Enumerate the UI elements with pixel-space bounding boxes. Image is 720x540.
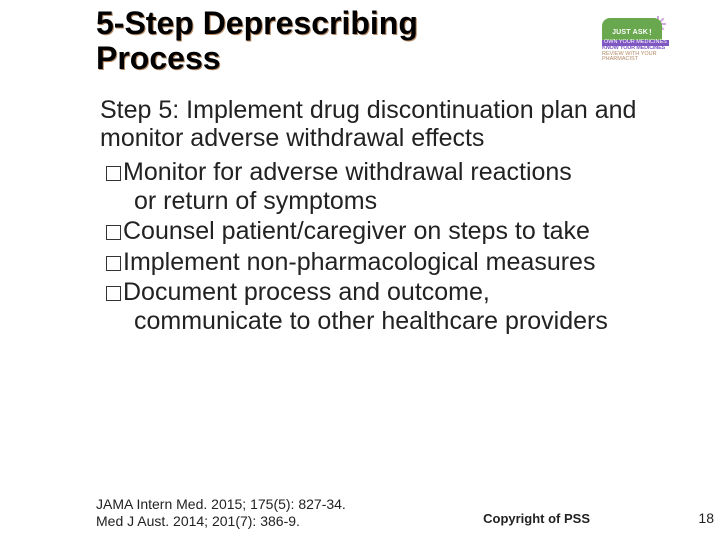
reference-line: JAMA Intern Med. 2015; 175(5): 827-34. xyxy=(96,496,346,513)
bullet-text: Counsel patient/caregiver on steps to ta… xyxy=(123,217,590,245)
reference-line: Med J Aust. 2014; 201(7): 386-9. xyxy=(96,513,346,530)
list-item: Document process and outcome,communicate… xyxy=(106,278,630,335)
bullet-text: Monitor for adverse withdrawal reactions… xyxy=(106,158,630,215)
slide-title-text: 5-Step Deprescribing Process xyxy=(96,5,418,76)
references: JAMA Intern Med. 2015; 175(5): 827-34. M… xyxy=(96,496,346,530)
bullet-text: Document process and outcome,communicate… xyxy=(106,278,630,335)
copyright-text: Copyright of PSS xyxy=(483,511,590,526)
logo-banner: OWN YOUR MEDICINES KNOW YOUR MEDICINES R… xyxy=(602,40,684,63)
slide-title: 5-Step Deprescribing Process xyxy=(96,6,546,76)
step-subtitle: Step 5: Implement drug discontinuation p… xyxy=(100,96,640,152)
list-item: Counsel patient/caregiver on steps to ta… xyxy=(106,217,630,246)
exclaim-icon: ! xyxy=(649,28,652,37)
logo-line3: REVIEW WITH YOUR PHARMACIST xyxy=(602,52,684,64)
list-item: Implement non-pharmacological measures xyxy=(106,248,630,277)
just-ask-logo: JUST ASK! OWN YOUR MEDICINES KNOW YOUR M… xyxy=(602,18,684,66)
bullet-list: Monitor for adverse withdrawal reactions… xyxy=(106,158,630,337)
list-item: Monitor for adverse withdrawal reactions… xyxy=(106,158,630,215)
checkbox-icon xyxy=(106,225,121,240)
checkbox-icon xyxy=(106,166,121,181)
checkbox-icon xyxy=(106,286,121,301)
checkbox-icon xyxy=(106,256,121,271)
bullet-text: Implement non-pharmacological measures xyxy=(123,248,595,276)
page-number: 18 xyxy=(698,510,714,526)
logo-bubble-text: JUST ASK xyxy=(612,29,648,36)
